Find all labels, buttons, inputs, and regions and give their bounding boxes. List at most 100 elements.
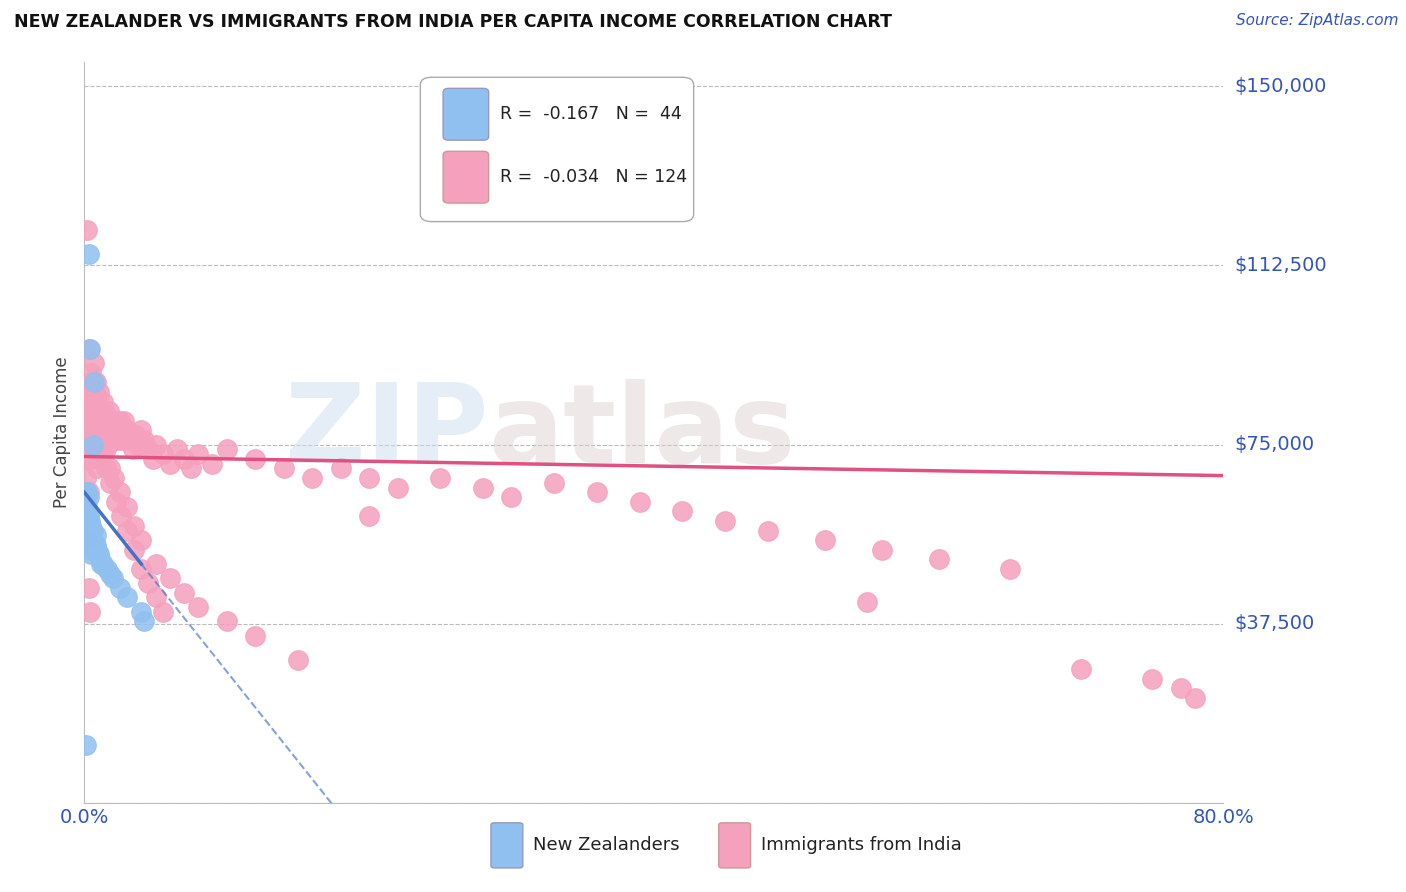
Point [100,414,122,428]
Point [245,451,267,466]
Point [103,471,125,485]
Point [75,451,97,466]
Point [89,423,111,437]
Point [77,538,100,552]
Point [586,485,609,500]
Point [83,414,105,428]
Point [91,451,114,466]
Point [83,356,105,370]
Point [90,442,112,457]
Text: R =  -0.034   N = 124: R = -0.034 N = 124 [501,169,688,186]
Point [82,414,104,428]
Point [814,533,837,547]
Point [173,451,195,466]
Point [93,433,115,447]
Point [152,605,174,619]
Text: Source: ZipAtlas.com: Source: ZipAtlas.com [1236,13,1399,29]
Point [76,533,98,547]
Point [201,457,224,471]
Point [87,433,110,447]
Point [80,518,103,533]
Point [83,538,105,552]
Point [77,518,100,533]
Point [82,524,104,538]
Point [103,433,125,447]
Point [329,461,352,475]
Point [121,442,143,457]
Point [387,481,409,495]
Point [75,495,97,509]
Point [87,418,110,433]
Point [105,423,128,437]
Text: $75,000: $75,000 [1234,435,1315,454]
Point [77,342,100,356]
Point [80,548,103,562]
Point [187,599,209,614]
Point [80,538,103,552]
Point [87,548,110,562]
Point [80,394,103,409]
Point [79,605,101,619]
Point [75,471,97,485]
Point [273,461,295,475]
Point [82,437,104,451]
Point [90,557,112,571]
Point [98,475,121,490]
Point [187,447,209,461]
Point [90,414,112,428]
Text: $112,500: $112,500 [1234,256,1327,275]
Point [77,423,100,437]
Point [998,562,1021,576]
Point [89,433,111,447]
FancyBboxPatch shape [443,88,489,140]
Point [131,605,153,619]
Point [107,433,129,447]
Point [77,509,100,524]
Point [84,400,107,414]
Point [84,528,107,542]
Point [98,428,121,442]
FancyBboxPatch shape [443,152,489,203]
Text: Immigrants from India: Immigrants from India [761,837,962,855]
Point [86,542,108,557]
Point [127,437,149,451]
Point [359,509,381,524]
Point [131,533,153,547]
Point [501,490,523,504]
Point [134,615,156,629]
Point [122,542,145,557]
Point [180,461,202,475]
Point [75,485,97,500]
Point [928,552,950,566]
Point [86,390,108,404]
Point [84,428,107,442]
Point [94,437,117,451]
Point [77,390,100,404]
Point [80,366,103,380]
Point [84,423,107,437]
Point [287,652,309,666]
Text: $150,000: $150,000 [1234,77,1327,95]
Point [101,423,124,437]
Point [79,404,101,418]
Point [84,376,107,390]
FancyBboxPatch shape [420,78,693,221]
Text: atlas: atlas [489,379,796,486]
Point [115,423,138,437]
Point [77,485,100,500]
Point [89,404,111,418]
Point [76,533,98,547]
Point [856,595,879,609]
Point [122,518,145,533]
Point [1170,681,1192,695]
Point [1184,690,1206,705]
Point [94,461,117,475]
Point [115,500,138,514]
Point [76,500,98,514]
Point [671,504,693,518]
Point [93,404,115,418]
Point [84,538,107,552]
Point [77,490,100,504]
Y-axis label: Per Capita Income: Per Capita Income [53,357,72,508]
Point [75,504,97,518]
